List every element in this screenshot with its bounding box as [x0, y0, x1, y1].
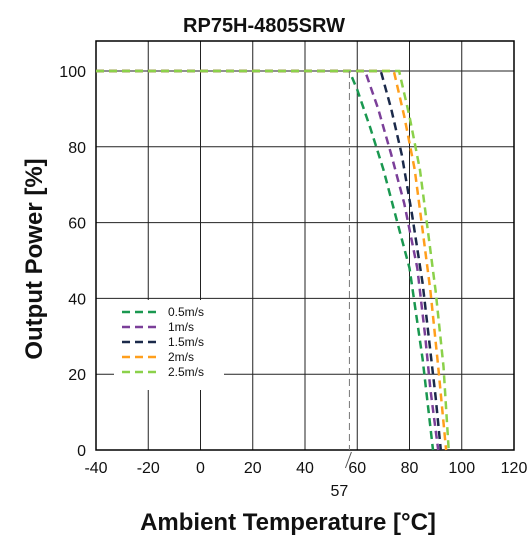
y-axis-label: Output Power [%] — [21, 158, 48, 359]
annotation-pointer — [344, 451, 352, 469]
legend-label-2: 1.5m/s — [168, 335, 204, 349]
x-tick-label: 40 — [296, 460, 314, 477]
series-line-4 — [96, 69, 450, 451]
legend-label-4: 2.5m/s — [168, 365, 204, 379]
x-tick-label: 100 — [448, 460, 475, 477]
legend-label-0: 0.5m/s — [168, 305, 204, 319]
x-tick-label: 20 — [244, 460, 262, 477]
legend: 0.5m/s1m/s1.5m/s2m/s2.5m/s — [114, 300, 224, 390]
legend-label-1: 1m/s — [168, 320, 194, 334]
x-tick-label: 120 — [501, 460, 528, 477]
x-tick-label: 80 — [401, 460, 419, 477]
y-tick-label: 20 — [68, 367, 86, 384]
y-tick-label: 0 — [77, 443, 86, 460]
annotation: 57 — [331, 71, 352, 500]
y-tick-label: 60 — [68, 216, 86, 233]
legend-box — [114, 300, 224, 390]
y-tick-label: 40 — [68, 291, 86, 308]
y-tick-label: 80 — [68, 140, 86, 157]
chart-title: RP75H-4805SRW — [183, 15, 345, 37]
plot-frame — [95, 40, 515, 451]
tick-labels: -40 -20 0 20 40 60 80 100 120 0 20 40 60 80 100 — [59, 64, 527, 477]
x-tick-label: -40 — [84, 460, 107, 477]
series-line-2 — [96, 69, 443, 451]
series-line-1 — [96, 69, 440, 451]
legend-label-3: 2m/s — [168, 350, 194, 364]
y-tick-label: 100 — [59, 64, 86, 81]
series-line-0 — [96, 69, 435, 451]
annotation-label: 57 — [331, 483, 349, 500]
series-line-3 — [96, 69, 448, 451]
x-tick-label: -20 — [137, 460, 160, 477]
series-layer — [96, 69, 450, 451]
x-tick-label: 60 — [348, 460, 366, 477]
x-tick-label: 0 — [196, 460, 205, 477]
x-axis-label: Ambient Temperature [°C] — [140, 509, 436, 536]
